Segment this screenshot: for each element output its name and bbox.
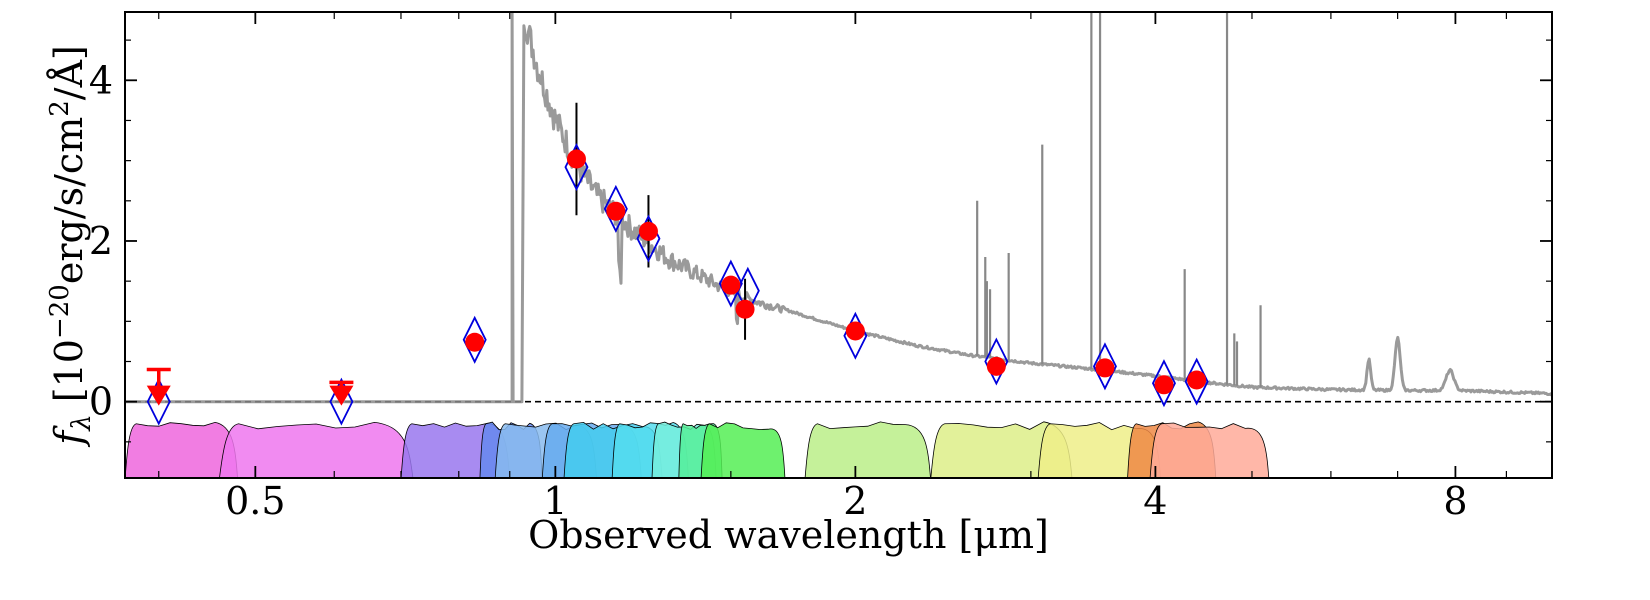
y-axis-label: fλ [10−20erg/s/cm2/Å] <box>45 45 97 448</box>
filter-curve-12 <box>804 421 931 478</box>
x-tick-label: 0.5 <box>225 479 285 523</box>
model-point-5 <box>603 184 628 233</box>
observed-point-2 <box>566 149 586 169</box>
observed-point-5 <box>721 275 741 295</box>
upper-limit-arrowhead <box>329 385 354 406</box>
spectrum-line <box>125 12 1552 404</box>
filter-curves <box>125 421 1270 478</box>
y-axis-label-mid: erg/s/cm <box>47 117 91 284</box>
y-axis-label-pre: [10 <box>47 339 91 414</box>
model-point-11 <box>1092 342 1117 391</box>
filter-curve-11 <box>700 422 786 478</box>
y-axis-label-sub: λ <box>67 414 97 431</box>
model-spectrum <box>125 12 1552 404</box>
filter-curve-16 <box>1149 422 1270 478</box>
observed-point-6 <box>735 299 755 319</box>
observed-point-4 <box>638 221 658 241</box>
model-point-7 <box>718 259 743 308</box>
model-point-2 <box>329 377 354 426</box>
y-axis-label-exp1: −20 <box>45 284 75 339</box>
y-axis-label-exp2: 2 <box>45 100 75 117</box>
x-tick-label: 4 <box>1143 479 1167 523</box>
observed-point-7 <box>845 321 865 341</box>
observed-point-10 <box>1154 375 1174 395</box>
observed-point-8 <box>986 356 1006 376</box>
x-tick-label: 8 <box>1443 479 1467 523</box>
filter-curve-2 <box>219 421 414 478</box>
model-point-12 <box>1151 359 1176 408</box>
y-axis-label-post: /Å] <box>47 45 91 100</box>
x-tick-label: 1 <box>543 479 567 523</box>
observed-point-9 <box>1095 358 1115 378</box>
upper-limit-1 <box>146 367 171 406</box>
upper-limit-arrowhead <box>146 385 171 406</box>
y-tick-label: 0 <box>89 380 113 424</box>
x-axis-label: Observed wavelength [μm] <box>528 513 1049 557</box>
model-point-3 <box>462 315 487 364</box>
photometry-points <box>146 143 1209 426</box>
error-bars <box>575 102 747 340</box>
model-point-10 <box>984 337 1009 386</box>
plot-frame <box>124 11 1553 479</box>
observed-point-1 <box>465 332 485 352</box>
upper-limit-2 <box>329 380 354 406</box>
model-point-1 <box>146 377 171 426</box>
x-tick-label: 2 <box>843 479 867 523</box>
y-tick-label: 2 <box>89 219 113 263</box>
y-tick-label: 4 <box>89 58 113 102</box>
observed-point-3 <box>606 201 626 221</box>
observed-point-11 <box>1187 370 1207 390</box>
axes: 0 2 4 0.5 1 2 4 8 <box>89 11 1553 523</box>
